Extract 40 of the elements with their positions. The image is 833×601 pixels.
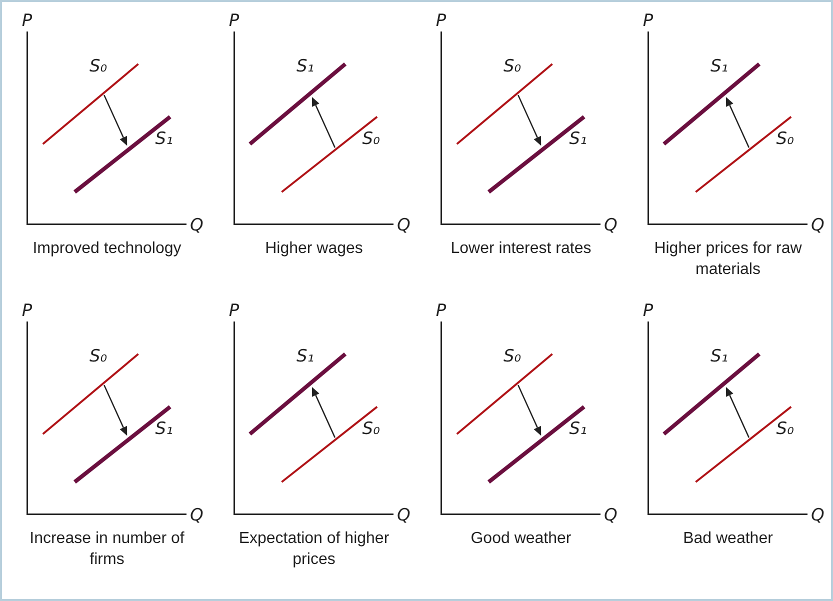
series-label: S₀: [362, 129, 380, 150]
y-axis-title: P: [228, 300, 240, 321]
y-axis-title: P: [22, 10, 33, 31]
text: Bad weather: [682, 529, 774, 549]
series-label: S₀: [89, 346, 108, 366]
text: Increase in number of firms: [28, 529, 186, 570]
series-label: S₁: [710, 346, 728, 366]
text: Expectation of higher prices: [238, 529, 390, 570]
series-label: S₀: [503, 56, 522, 76]
y-axis-title: P: [642, 10, 654, 31]
series-label: S₁: [710, 56, 728, 76]
series-label: S₁: [569, 419, 587, 440]
x-axis-title: Q: [604, 505, 618, 526]
series-label: S₀: [362, 419, 380, 440]
text: Higher prices for raw materials: [653, 239, 803, 280]
y-axis-title: P: [22, 300, 33, 321]
series-label: S₁: [155, 419, 173, 440]
text: Higher wages: [264, 239, 364, 259]
y-axis-title: P: [436, 300, 447, 321]
series-label: S₁: [296, 56, 314, 76]
x-axis-title: Q: [397, 505, 410, 526]
y-axis-title: P: [436, 10, 447, 31]
text: Good weather: [470, 529, 572, 549]
x-axis-title: Q: [190, 215, 204, 236]
text: Lower interest rates: [450, 239, 592, 259]
x-axis-title: Q: [190, 505, 204, 526]
series-label: S₁: [569, 129, 587, 150]
x-axis-title: Q: [811, 505, 824, 526]
x-axis-title: Q: [811, 215, 824, 236]
x-axis-title: Q: [397, 215, 410, 236]
series-label: S₁: [155, 129, 173, 150]
series-label: S₀: [89, 56, 108, 76]
series-label: S₁: [296, 346, 314, 366]
series-label: S₀: [776, 419, 794, 440]
text: Improved technology: [32, 239, 182, 259]
y-axis-title: P: [228, 10, 240, 31]
y-axis-title: P: [642, 300, 654, 321]
series-label: S₀: [503, 346, 522, 366]
series-label: S₀: [776, 129, 794, 150]
x-axis-title: Q: [604, 215, 618, 236]
